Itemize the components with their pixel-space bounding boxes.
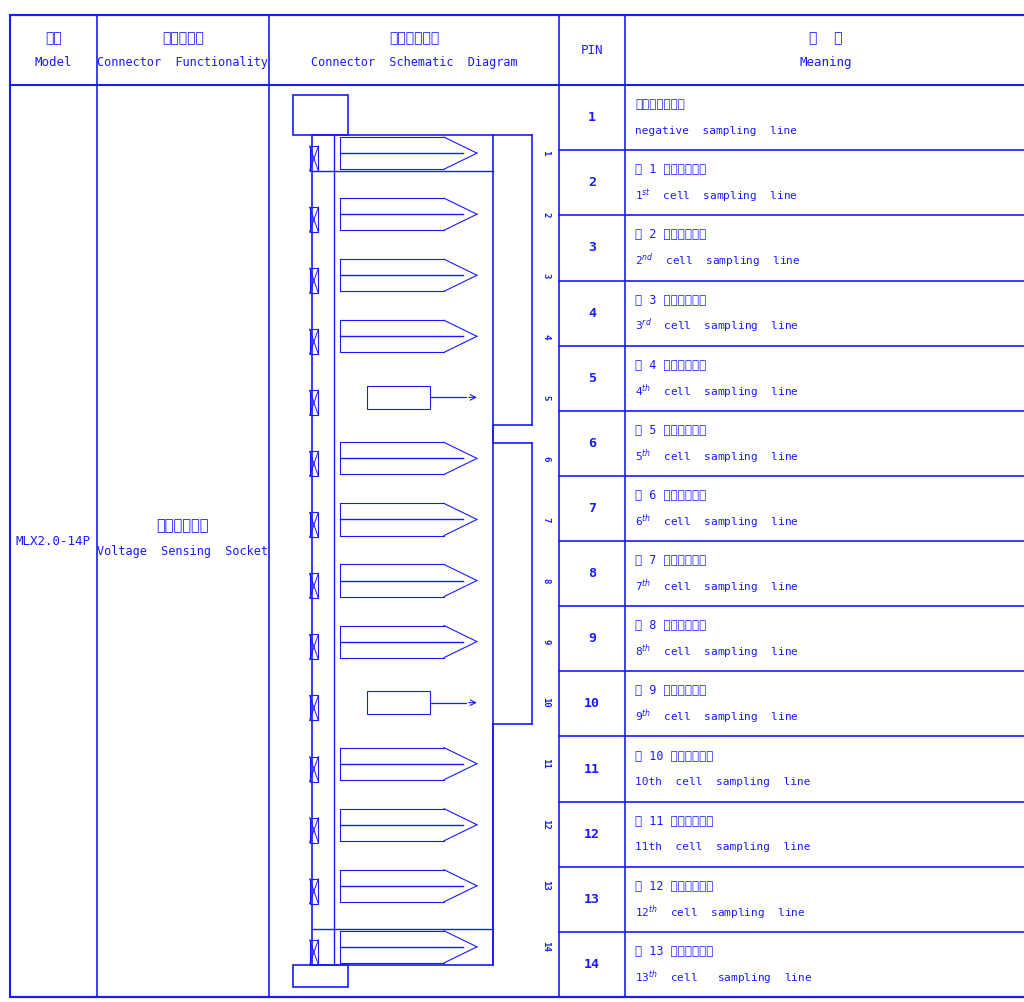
Text: 电池负极采样线: 电池负极采样线: [635, 98, 685, 111]
Bar: [309, 390, 318, 415]
Text: Model: Model: [35, 56, 72, 68]
Text: 12: 12: [584, 828, 600, 841]
Text: 5$^{th}$  cell  sampling  line: 5$^{th}$ cell sampling line: [635, 447, 799, 466]
Text: 接插件功能: 接插件功能: [162, 31, 204, 45]
Text: 第 3 节电池采样线: 第 3 节电池采样线: [635, 294, 707, 307]
Text: 6: 6: [541, 456, 550, 461]
Text: 10th  cell  sampling  line: 10th cell sampling line: [635, 778, 811, 787]
Bar: [309, 512, 318, 537]
Bar: [293, 965, 348, 987]
Text: 1$^{st}$  cell  sampling  line: 1$^{st}$ cell sampling line: [635, 187, 798, 204]
Text: 7: 7: [588, 502, 596, 515]
Text: 型号: 型号: [45, 31, 61, 45]
Bar: [309, 451, 318, 476]
Bar: [368, 691, 430, 714]
Text: 含  义: 含 义: [809, 31, 843, 45]
Bar: [309, 207, 318, 232]
Text: 第 12 节电池采样线: 第 12 节电池采样线: [635, 880, 714, 893]
Text: 12$^{th}$  cell  sampling  line: 12$^{th}$ cell sampling line: [635, 903, 806, 922]
Text: 第 6 节电池采样线: 第 6 节电池采样线: [635, 489, 707, 502]
Bar: [309, 940, 318, 965]
Text: 6: 6: [588, 437, 596, 450]
Text: 2$^{nd}$  cell  sampling  line: 2$^{nd}$ cell sampling line: [635, 252, 801, 271]
Text: 13: 13: [584, 893, 600, 906]
Bar: [309, 146, 318, 171]
Text: 第 4 节电池采样线: 第 4 节电池采样线: [635, 359, 707, 372]
Text: 12: 12: [541, 820, 550, 830]
Bar: [309, 634, 318, 659]
Text: PIN: PIN: [581, 44, 603, 56]
Text: negative  sampling  line: negative sampling line: [635, 126, 797, 135]
Text: 3$^{rd}$  cell  sampling  line: 3$^{rd}$ cell sampling line: [635, 317, 799, 336]
Text: 第 9 节电池采样线: 第 9 节电池采样线: [635, 684, 707, 697]
Text: 5: 5: [541, 395, 550, 400]
Text: Connector  Schematic  Diagram: Connector Schematic Diagram: [310, 56, 517, 68]
Bar: [309, 269, 318, 294]
Text: 4$^{th}$  cell  sampling  line: 4$^{th}$ cell sampling line: [635, 382, 799, 401]
Bar: [368, 386, 430, 409]
Text: 8: 8: [588, 567, 596, 580]
Text: 2: 2: [588, 176, 596, 189]
Text: 3: 3: [588, 241, 596, 255]
Bar: [309, 330, 318, 354]
Bar: [309, 573, 318, 598]
Bar: [309, 757, 318, 782]
Text: 第 8 节电池采样线: 第 8 节电池采样线: [635, 619, 707, 632]
Text: 7$^{th}$  cell  sampling  line: 7$^{th}$ cell sampling line: [635, 577, 799, 596]
Bar: [293, 95, 348, 135]
Text: 第 2 节电池采样线: 第 2 节电池采样线: [635, 228, 707, 241]
Text: MLX2.0-14P: MLX2.0-14P: [15, 535, 91, 547]
Text: 11: 11: [584, 763, 600, 776]
Text: 9$^{th}$  cell  sampling  line: 9$^{th}$ cell sampling line: [635, 707, 799, 726]
Bar: [309, 818, 318, 843]
Text: 第 5 节电池采样线: 第 5 节电池采样线: [635, 424, 707, 437]
Text: 第 13 节电池采样线: 第 13 节电池采样线: [635, 945, 714, 958]
Text: 2: 2: [541, 211, 550, 216]
Text: 10: 10: [584, 697, 600, 710]
Text: Meaning: Meaning: [800, 56, 852, 68]
Text: 第 10 节电池采样线: 第 10 节电池采样线: [635, 749, 714, 763]
Text: 1: 1: [541, 150, 550, 156]
Text: 电压采集插座: 电压采集插座: [157, 519, 209, 533]
Text: 14: 14: [541, 942, 550, 952]
Text: 6$^{th}$  cell  sampling  line: 6$^{th}$ cell sampling line: [635, 512, 799, 531]
Bar: [309, 879, 318, 904]
Text: 5: 5: [588, 372, 596, 385]
Text: 7: 7: [541, 517, 550, 522]
Text: 8: 8: [541, 578, 550, 583]
Text: 9: 9: [588, 632, 596, 645]
Text: 11: 11: [541, 759, 550, 770]
Text: 第 7 节电池采样线: 第 7 节电池采样线: [635, 554, 707, 567]
Text: 14: 14: [584, 958, 600, 971]
Text: 第 1 节电池采样线: 第 1 节电池采样线: [635, 163, 707, 176]
Text: 8$^{th}$  cell  sampling  line: 8$^{th}$ cell sampling line: [635, 642, 799, 661]
Bar: [309, 695, 318, 720]
Text: Connector  Functionality: Connector Functionality: [97, 56, 268, 68]
Text: 9: 9: [541, 639, 550, 644]
Text: 第 11 节电池采样线: 第 11 节电池采样线: [635, 815, 714, 828]
Text: 接插件示意图: 接插件示意图: [389, 31, 439, 45]
Text: 13: 13: [541, 881, 550, 891]
Text: Voltage  Sensing  Socket: Voltage Sensing Socket: [97, 545, 268, 557]
Text: 10: 10: [541, 697, 550, 708]
Text: 3: 3: [541, 273, 550, 278]
Text: 1: 1: [588, 111, 596, 124]
Bar: [312, 135, 494, 965]
Text: 11th  cell  sampling  line: 11th cell sampling line: [635, 843, 811, 852]
Text: 4: 4: [588, 307, 596, 320]
Text: 4: 4: [541, 334, 550, 339]
Text: 13$^{th}$  cell   sampling  line: 13$^{th}$ cell sampling line: [635, 968, 812, 987]
